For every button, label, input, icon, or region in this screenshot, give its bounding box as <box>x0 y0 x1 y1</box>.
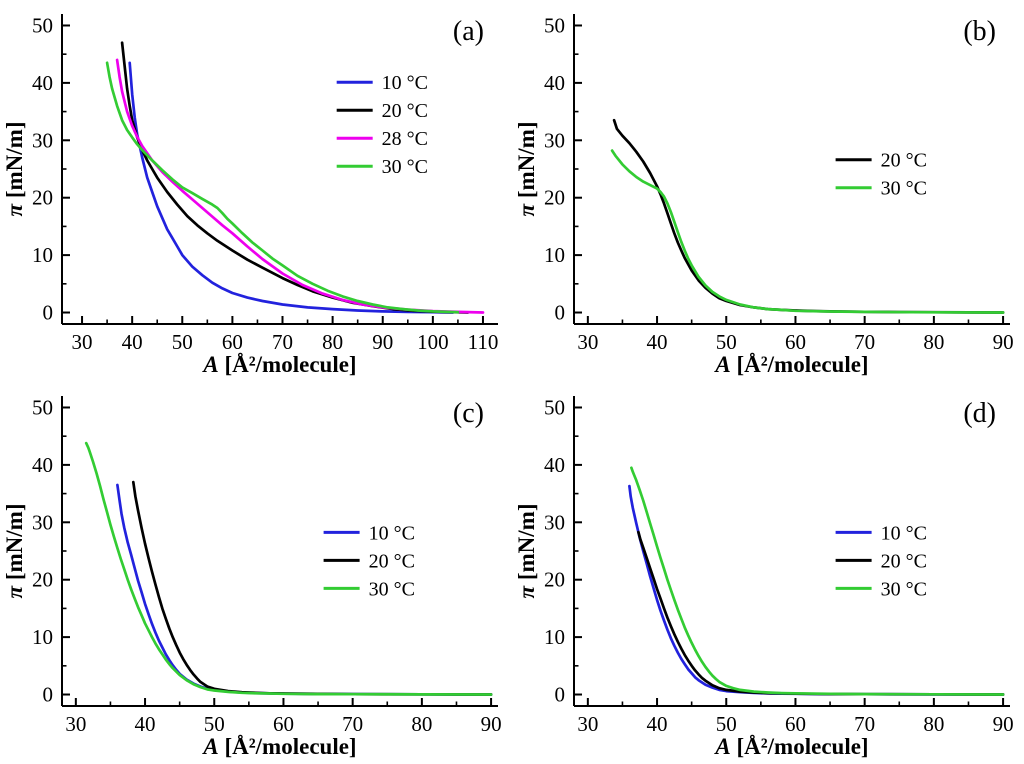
x-tick-label: 80 <box>923 712 944 736</box>
y-axis-title: π [mN/m] <box>514 504 539 599</box>
legend-label: 10 °C <box>881 522 927 544</box>
y-axis-title: π [mN/m] <box>2 122 27 217</box>
x-axis-title: A [Å²/molecule] <box>713 352 868 377</box>
x-tick-label: 30 <box>65 712 86 736</box>
series-30 °C <box>630 466 1005 696</box>
x-tick-label: 40 <box>135 712 156 736</box>
y-tick-label: 50 <box>544 395 565 419</box>
y-tick-label: 0 <box>43 683 54 707</box>
x-tick-label: 60 <box>222 330 243 354</box>
legend-label: 20 °C <box>881 150 927 172</box>
series-20 °C <box>131 480 493 696</box>
y-tick-label: 30 <box>544 510 565 534</box>
y-tick-label: 30 <box>32 510 53 534</box>
panel-letter: (d) <box>963 398 996 429</box>
series-10 °C <box>116 483 493 696</box>
x-tick-label: 90 <box>481 712 502 736</box>
y-tick-label: 50 <box>544 13 565 37</box>
x-tick-label: 50 <box>716 712 737 736</box>
y-tick-label: 20 <box>544 186 565 210</box>
series-10 °C <box>628 484 1005 696</box>
x-tick-label: 110 <box>468 330 499 354</box>
y-tick-label: 20 <box>32 568 53 592</box>
y-tick-label: 40 <box>32 453 53 477</box>
y-tick-label: 40 <box>544 453 565 477</box>
legend-label: 30 °C <box>382 156 428 178</box>
y-tick-label: 30 <box>32 128 53 152</box>
x-tick-label: 40 <box>647 712 668 736</box>
chart-panel-a: 30 40 50 60 70 80 90 100 110 0 10 20 30 40 50 A [Å²/mol… <box>2 13 499 377</box>
x-tick-label: 80 <box>923 330 944 354</box>
legend-label: 30 °C <box>369 578 415 600</box>
y-tick-label: 10 <box>32 625 53 649</box>
x-tick-label: 50 <box>204 712 225 736</box>
y-tick-label: 10 <box>544 243 565 267</box>
x-tick-label: 90 <box>993 330 1014 354</box>
y-tick-label: 50 <box>32 395 53 419</box>
y-tick-label: 0 <box>555 683 566 707</box>
y-tick-label: 20 <box>32 186 53 210</box>
legend-label: 30 °C <box>881 578 927 600</box>
y-tick-label: 50 <box>32 13 53 37</box>
x-tick-label: 70 <box>342 712 363 736</box>
series-30 °C <box>610 149 1005 314</box>
x-tick-label: 30 <box>72 330 93 354</box>
series-20 °C <box>637 530 1005 696</box>
x-tick-label: 60 <box>273 712 294 736</box>
legend-label: 20 °C <box>881 550 927 572</box>
y-tick-label: 20 <box>544 568 565 592</box>
x-tick-label: 50 <box>716 330 737 354</box>
legend-label: 28 °C <box>382 128 428 150</box>
x-tick-label: 70 <box>854 712 875 736</box>
panel-c: 30 40 50 60 70 80 90 0 10 20 30 40 50 A [Å²/molecule]… <box>0 382 512 764</box>
x-tick-label: 70 <box>854 330 875 354</box>
x-tick-label: 90 <box>372 330 393 354</box>
legend-label: 20 °C <box>382 100 428 122</box>
y-tick-label: 40 <box>544 71 565 95</box>
legend-label: 20 °C <box>369 550 415 572</box>
panel-b: 30 40 50 60 70 80 90 0 10 20 30 40 50 A [Å²/molecule]… <box>512 0 1024 382</box>
x-tick-label: 100 <box>417 330 449 354</box>
series-10 °C <box>128 61 455 314</box>
x-tick-label: 70 <box>272 330 293 354</box>
legend-label: 30 °C <box>881 178 927 200</box>
panel-d: 30 40 50 60 70 80 90 0 10 20 30 40 50 A [Å²/molecule]… <box>512 382 1024 764</box>
x-tick-label: 60 <box>785 330 806 354</box>
y-tick-label: 30 <box>544 128 565 152</box>
y-tick-label: 0 <box>43 301 54 325</box>
series-30 °C <box>105 61 460 314</box>
x-tick-label: 80 <box>411 712 432 736</box>
y-tick-label: 40 <box>32 71 53 95</box>
x-axis-title: A [Å²/molecule] <box>201 352 356 377</box>
x-tick-label: 40 <box>122 330 143 354</box>
x-tick-label: 30 <box>577 712 598 736</box>
panel-letter: (a) <box>453 16 484 47</box>
x-tick-label: 40 <box>647 330 668 354</box>
x-tick-label: 90 <box>993 712 1014 736</box>
x-tick-label: 60 <box>785 712 806 736</box>
x-tick-label: 80 <box>322 330 343 354</box>
panel-letter: (c) <box>453 398 484 429</box>
x-tick-label: 30 <box>577 330 598 354</box>
x-axis-title: A [Å²/molecule] <box>713 734 868 759</box>
y-axis-title: π [mN/m] <box>514 122 539 217</box>
panel-a: 30 40 50 60 70 80 90 100 110 0 10 20 30 40 50 A [Å²/mol… <box>0 0 512 382</box>
y-tick-label: 10 <box>32 243 53 267</box>
legend-label: 10 °C <box>382 72 428 94</box>
y-tick-label: 10 <box>544 625 565 649</box>
x-tick-label: 50 <box>172 330 193 354</box>
legend-label: 10 °C <box>369 522 415 544</box>
y-tick-label: 0 <box>555 301 566 325</box>
x-axis-title: A [Å²/molecule] <box>201 734 356 759</box>
y-axis-title: π [mN/m] <box>2 504 27 599</box>
series-30 °C <box>84 441 493 696</box>
panel-letter: (b) <box>963 16 996 47</box>
series-28 °C <box>115 58 485 314</box>
